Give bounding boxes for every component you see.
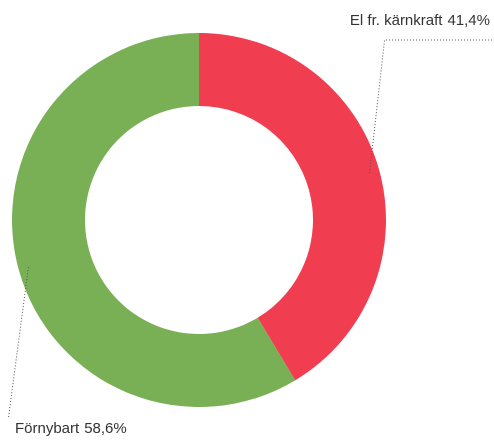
leader-line (7, 267, 29, 419)
slice-value: 58,6% (84, 420, 127, 437)
donut-slice (11, 33, 296, 407)
slice-label: Förnybart 58,6% (15, 420, 127, 437)
slice-name: El fr. kärnkraft (350, 12, 443, 29)
leader-line (369, 39, 494, 173)
slice-name: Förnybart (15, 420, 80, 437)
donut-slice (199, 33, 386, 381)
slice-value: 41,4% (447, 12, 490, 29)
slice-label: El fr. kärnkraft 41,4% (350, 12, 490, 29)
